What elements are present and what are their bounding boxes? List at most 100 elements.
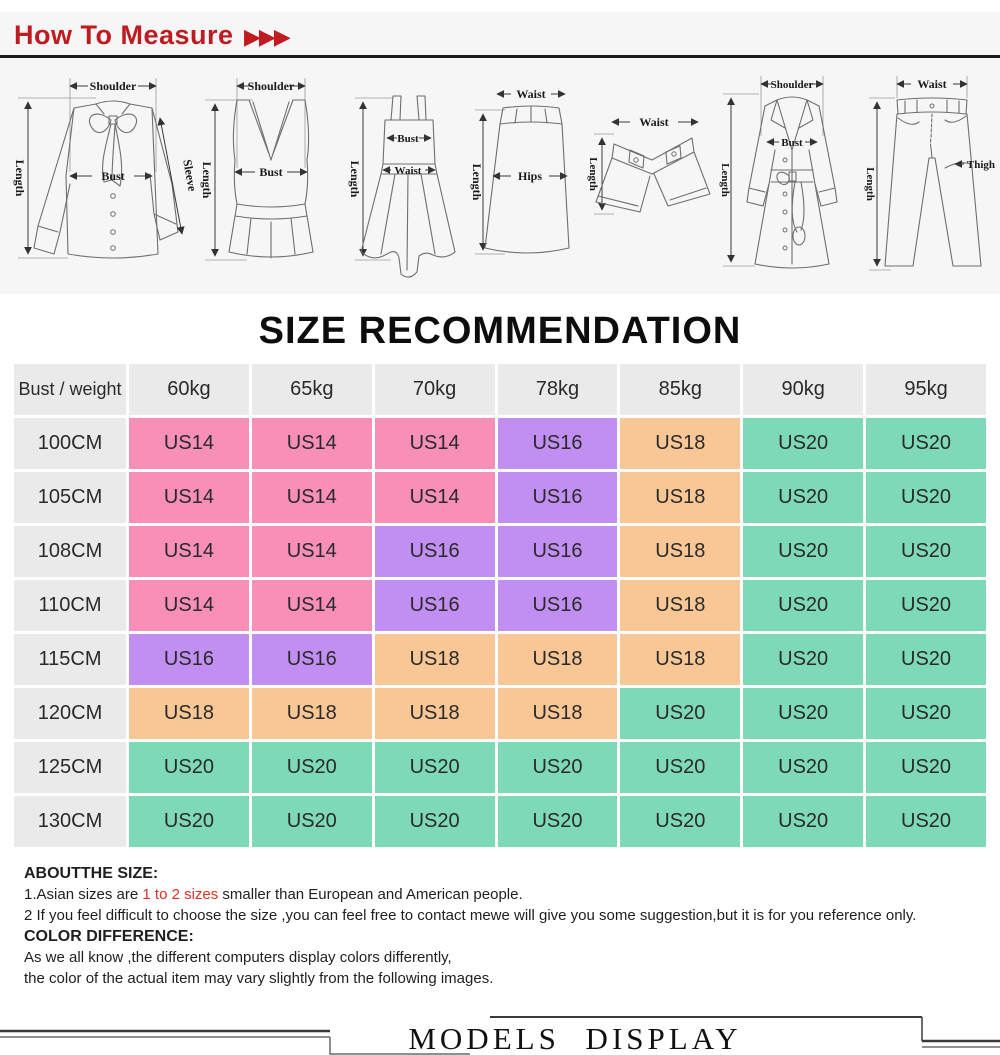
row-header: 108CM (14, 526, 126, 577)
size-cell: US20 (620, 796, 741, 847)
blouse-sketch: Shoulder Length (13, 78, 200, 259)
models-display-divider: MODELS DISPLAY (0, 1016, 1000, 1055)
label-length: Length (864, 167, 876, 201)
diagram-vest: Shoulder Length Bust (197, 64, 344, 291)
about-size-heading: ABOUTTHE SIZE: (24, 865, 159, 882)
row-header: 105CM (14, 472, 126, 523)
about-size-line1: 1.Asian sizes are 1 to 2 sizes smaller t… (24, 886, 523, 903)
row-header: 110CM (14, 580, 126, 631)
table-row: 110CM US14 US14 US16 US16 US18 US20 US20 (14, 580, 986, 631)
size-cell: US14 (129, 418, 249, 469)
size-cell: US20 (743, 526, 864, 577)
size-cell: US18 (374, 634, 495, 685)
table-corner-header: Bust / weight (14, 364, 126, 415)
label-shoulder: Shoulder (248, 79, 295, 93)
table-row: 105CM US14 US14 US14 US16 US18 US20 US20 (14, 472, 986, 523)
size-cell: US14 (129, 526, 249, 577)
size-cell: US14 (129, 472, 249, 523)
diagram-dress: Length Bust Waist (347, 64, 467, 291)
table-row: 130CM US20 US20 US20 US20 US20 US20 US20 (14, 796, 986, 847)
size-cell: US18 (620, 418, 741, 469)
color-line1: As we all know ,the different computers … (24, 949, 452, 966)
label-bust: Bust (260, 165, 283, 179)
size-cell: US16 (497, 472, 618, 523)
chevrons-icon: ▶▶▶ (244, 24, 291, 49)
size-cell: US16 (497, 418, 618, 469)
label-length: Length (587, 157, 599, 191)
models-display-title: MODELS DISPLAY (408, 1021, 741, 1055)
pants-sketch: Waist Length Thigh (864, 76, 995, 271)
label-length: Length (470, 164, 484, 201)
label-thigh: Thigh (967, 159, 995, 171)
column-header: 85kg (620, 364, 741, 415)
size-cell: US20 (743, 418, 864, 469)
column-header: 90kg (743, 364, 864, 415)
size-cell: US18 (129, 688, 249, 739)
column-header: 60kg (129, 364, 249, 415)
coat-sketch: Shoulder Length (719, 76, 838, 269)
size-cell: US16 (497, 580, 618, 631)
skirt-sketch: Waist Length Hips (470, 87, 570, 255)
diagram-coat: Shoulder Length (719, 64, 849, 291)
how-to-measure-diagrams: Shoulder Length (0, 58, 1000, 294)
diagram-shorts: Waist Length (586, 64, 716, 291)
size-cell: US16 (374, 580, 495, 631)
label-length: Length (200, 162, 214, 199)
size-cell: US20 (866, 526, 986, 577)
color-difference-heading: COLOR DIFFERENCE: (24, 928, 194, 945)
size-cell: US20 (620, 688, 741, 739)
page-header: How To Measure ▶▶▶ (0, 12, 1000, 55)
column-header: 70kg (374, 364, 495, 415)
table-row: 108CM US14 US14 US16 US16 US18 US20 US20 (14, 526, 986, 577)
row-header: 115CM (14, 634, 126, 685)
row-header: 100CM (14, 418, 126, 469)
size-cell: US20 (866, 688, 986, 739)
size-cell: US20 (129, 796, 249, 847)
size-cell: US18 (620, 634, 741, 685)
diagram-blouse: Shoulder Length (8, 64, 200, 291)
label-length: Length (13, 160, 27, 197)
label-length: Length (719, 163, 731, 197)
size-cell: US16 (497, 526, 618, 577)
label-waist: Waist (640, 115, 669, 129)
table-row: 120CM US18 US18 US18 US18 US20 US20 US20 (14, 688, 986, 739)
shorts-sketch: Waist Length (587, 115, 711, 215)
column-header: 95kg (866, 364, 986, 415)
label-bust: Bust (781, 137, 803, 149)
row-header: 125CM (14, 742, 126, 793)
size-cell: US20 (866, 796, 986, 847)
size-cell: US18 (497, 634, 618, 685)
size-cell: US20 (129, 742, 249, 793)
size-cell: US18 (620, 580, 741, 631)
size-cell: US14 (374, 472, 495, 523)
table-row: 125CM US20 US20 US20 US20 US20 US20 US20 (14, 742, 986, 793)
size-cell: US20 (743, 688, 864, 739)
row-header: 130CM (14, 796, 126, 847)
size-cell: US20 (743, 796, 864, 847)
size-cell: US14 (251, 580, 372, 631)
label-sleeve: Sleeve (180, 158, 195, 193)
about-section: ABOUTTHE SIZE: 1.Asian sizes are 1 to 2 … (24, 864, 1000, 989)
top-section: How To Measure ▶▶▶ Shoulder Length (0, 12, 1000, 294)
column-header: 78kg (497, 364, 618, 415)
label-waist: Waist (917, 77, 946, 91)
size-cell: US20 (620, 742, 741, 793)
vest-sketch: Shoulder Length Bust (200, 78, 314, 261)
size-cell: US20 (251, 796, 372, 847)
size-cell: US20 (251, 742, 372, 793)
label-waist: Waist (516, 87, 545, 101)
table-row: 115CM US16 US16 US18 US18 US18 US20 US20 (14, 634, 986, 685)
size-cell: US20 (866, 580, 986, 631)
size-cell: US20 (743, 580, 864, 631)
size-cell: US14 (251, 418, 372, 469)
label-shoulder: Shoulder (90, 79, 137, 93)
size-cell: US20 (743, 634, 864, 685)
header-divider (0, 55, 1000, 58)
label-shoulder: Shoulder (770, 79, 813, 91)
size-cell: US18 (497, 688, 618, 739)
size-cell: US20 (866, 418, 986, 469)
size-cell: US20 (866, 634, 986, 685)
table-header-row: Bust / weight 60kg 65kg 70kg 78kg 85kg 90kg 95k… (14, 364, 986, 415)
dress-sketch: Length Bust Waist (348, 95, 456, 278)
size-cell: US20 (374, 742, 495, 793)
